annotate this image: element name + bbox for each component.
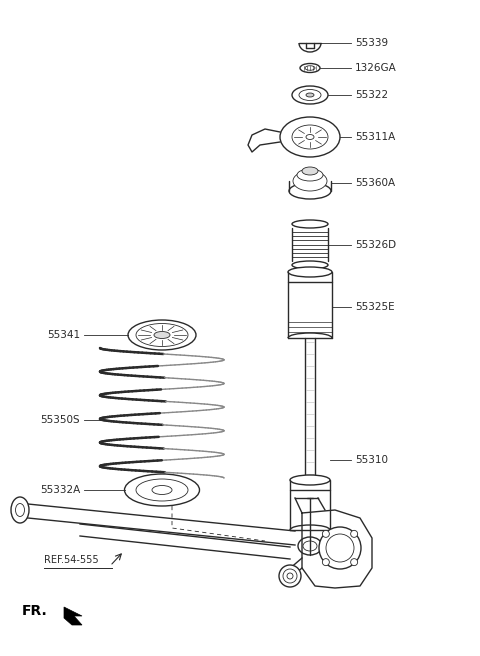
Ellipse shape <box>302 167 318 175</box>
Text: 55339: 55339 <box>355 38 388 48</box>
Ellipse shape <box>15 504 24 516</box>
Ellipse shape <box>279 565 301 587</box>
Ellipse shape <box>136 479 188 501</box>
Ellipse shape <box>290 475 330 485</box>
Text: FR.: FR. <box>22 604 48 618</box>
Ellipse shape <box>287 573 293 579</box>
Ellipse shape <box>124 474 200 506</box>
Ellipse shape <box>326 534 354 562</box>
Ellipse shape <box>299 89 321 100</box>
Ellipse shape <box>283 569 297 583</box>
Text: 55325E: 55325E <box>355 302 395 312</box>
Text: 55326D: 55326D <box>355 239 396 249</box>
Text: 55350S: 55350S <box>40 415 80 425</box>
Ellipse shape <box>288 267 332 277</box>
Ellipse shape <box>292 125 328 149</box>
Text: 55322: 55322 <box>355 90 388 100</box>
Ellipse shape <box>289 183 331 199</box>
Ellipse shape <box>297 169 323 181</box>
Ellipse shape <box>305 66 315 70</box>
Text: REF.54-555: REF.54-555 <box>44 555 98 565</box>
Ellipse shape <box>292 220 328 228</box>
Ellipse shape <box>303 541 317 551</box>
Text: 55332A: 55332A <box>40 485 80 495</box>
Text: 55310: 55310 <box>355 455 388 465</box>
Ellipse shape <box>11 497 29 523</box>
Text: 55341: 55341 <box>47 330 80 340</box>
Ellipse shape <box>298 537 322 555</box>
Ellipse shape <box>136 323 188 346</box>
Ellipse shape <box>319 527 361 569</box>
Ellipse shape <box>351 530 358 537</box>
Text: 55311A: 55311A <box>355 132 395 142</box>
Text: 55360A: 55360A <box>355 178 395 188</box>
Ellipse shape <box>351 559 358 565</box>
Ellipse shape <box>293 171 327 191</box>
Ellipse shape <box>300 64 320 73</box>
Ellipse shape <box>323 559 329 565</box>
Ellipse shape <box>292 86 328 104</box>
Ellipse shape <box>152 485 172 495</box>
Polygon shape <box>64 607 82 625</box>
Ellipse shape <box>323 530 329 537</box>
Ellipse shape <box>154 331 170 338</box>
Ellipse shape <box>292 261 328 269</box>
Ellipse shape <box>128 320 196 350</box>
Ellipse shape <box>306 93 314 97</box>
Ellipse shape <box>306 134 314 140</box>
Ellipse shape <box>280 117 340 157</box>
Text: 1326GA: 1326GA <box>355 63 397 73</box>
